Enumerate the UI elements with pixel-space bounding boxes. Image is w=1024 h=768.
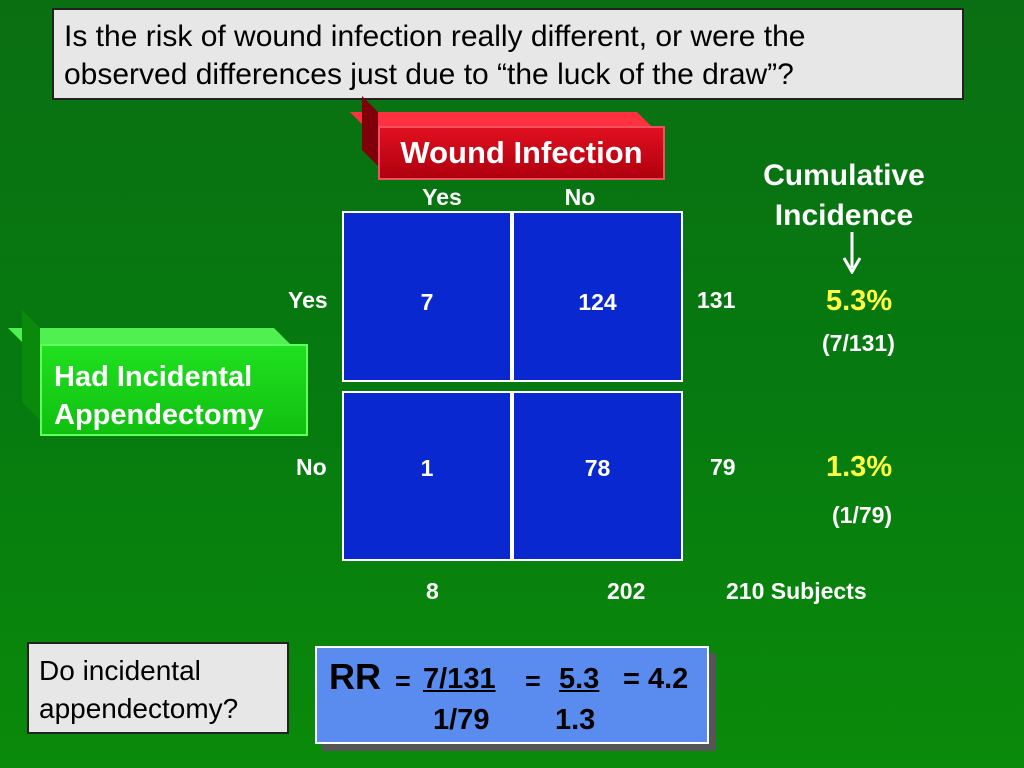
rr-ratio-numerator: 5.3 — [559, 663, 600, 695]
wound-box-top-bevel — [350, 112, 651, 126]
col-total-no: 202 — [607, 578, 646, 604]
cell-no-yes: 1 — [342, 391, 512, 561]
cumulative-incidence-title: Cumulative Incidence — [740, 156, 948, 236]
row-header-no: No — [296, 454, 327, 480]
prompt-box: Do incidental appendectomy? — [27, 642, 289, 734]
down-arrow-icon — [842, 232, 862, 274]
cell-yes-no: 124 — [512, 211, 683, 382]
col-header-no: No — [564, 184, 596, 210]
col-total-yes: 8 — [426, 578, 439, 604]
cell-no-no: 78 — [512, 391, 683, 561]
cumulative-title-line-1: Cumulative — [763, 159, 925, 192]
had-label-line-1: Had Incidental — [54, 361, 253, 393]
grand-total: 210 Subjects — [726, 578, 867, 604]
had-appendectomy-label-box: Had Incidental Appendectomy — [8, 310, 308, 436]
cell-yes-yes-value: 7 — [420, 289, 434, 315]
incidence-yes-fraction: (7/131) — [822, 330, 895, 356]
rr-numerator: 7/131 — [423, 663, 496, 695]
row-header-yes: Yes — [288, 287, 328, 313]
rr-equals-2: = — [525, 666, 541, 696]
incidence-yes-percent: 5.3% — [826, 285, 893, 317]
cell-no-no-value: 78 — [584, 455, 611, 481]
cell-yes-no-value: 124 — [578, 289, 617, 315]
had-label-line-2: Appendectomy — [54, 399, 264, 431]
had-appendectomy-label: Had Incidental Appendectomy — [40, 344, 308, 436]
rr-label: RR — [329, 656, 381, 697]
cumulative-title-line-2: Incidence — [774, 199, 914, 232]
question-line-1: Is the risk of wound infection really di… — [64, 20, 806, 53]
incidence-no-percent: 1.3% — [826, 451, 893, 483]
wound-infection-header: Wound Infection — [350, 96, 665, 180]
prompt-line-1: Do incidental — [39, 655, 201, 686]
row-total-no: 79 — [710, 454, 736, 480]
incidence-no-fraction: (1/79) — [832, 502, 893, 528]
rr-denominator: 1/79 — [433, 704, 490, 736]
relative-risk-box: RR = 7/131 = 5.3 = 4.2 1/79 1.3 — [315, 646, 709, 744]
wound-box-side-bevel — [362, 96, 378, 166]
had-box-side-bevel — [22, 310, 40, 420]
wound-infection-label: Wound Infection — [378, 126, 665, 180]
prompt-line-2: appendectomy? — [39, 693, 239, 724]
row-total-yes: 131 — [697, 287, 736, 313]
question-line-2: observed differences just due to “the lu… — [64, 58, 794, 91]
rr-ratio-denominator: 1.3 — [555, 704, 596, 736]
cell-yes-yes: 7 — [342, 211, 512, 382]
had-box-top-bevel — [8, 328, 290, 344]
rr-result: = 4.2 — [623, 663, 689, 695]
cell-no-yes-value: 1 — [420, 455, 434, 481]
question-box: Is the risk of wound infection really di… — [52, 8, 964, 100]
rr-equals-1: = — [395, 666, 411, 696]
col-header-yes: Yes — [422, 184, 462, 210]
